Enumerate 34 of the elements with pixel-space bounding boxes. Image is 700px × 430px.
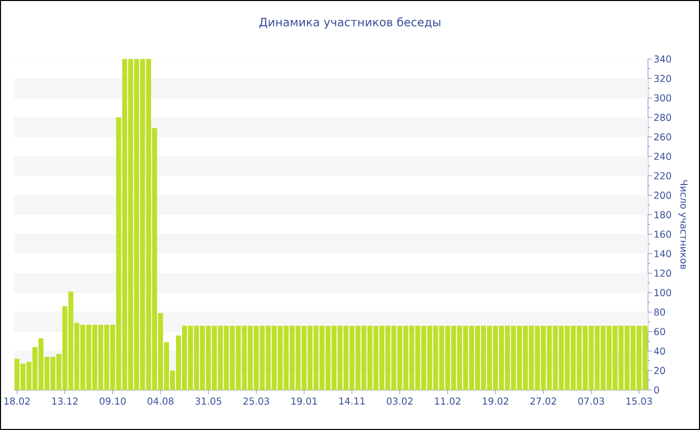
y-tick-label: 20 <box>654 366 665 374</box>
x-tick-label: 07.03 <box>578 398 604 405</box>
y-tick-label: 180 <box>654 211 672 218</box>
y-tick-label: 300 <box>654 94 672 102</box>
x-tick-label: 25.03 <box>243 398 270 405</box>
x-tick-label: 27.02 <box>530 398 556 405</box>
x-tick-label: 15.03 <box>626 398 652 405</box>
y-tick-label: 280 <box>654 114 672 121</box>
y-tick-label: 240 <box>654 152 672 160</box>
y-tick-label: 80 <box>654 308 665 316</box>
x-tick-label: 04.08 <box>148 398 174 405</box>
x-tick-label: 19.02 <box>482 398 508 405</box>
x-tick-label: 18.02 <box>4 398 30 405</box>
y-tick-label: 120 <box>654 270 672 277</box>
y-tick-label: 0 <box>654 386 659 394</box>
x-tick-label: 03.02 <box>386 398 412 405</box>
x-tick-label: 31.05 <box>196 398 222 405</box>
y-tick-label: 320 <box>654 74 672 82</box>
y-tick-label: 340 <box>654 55 672 63</box>
x-tick-label: 13.12 <box>52 398 78 405</box>
y-tick-label: 260 <box>654 133 672 140</box>
x-tick-label: 19.01 <box>292 398 317 405</box>
y-tick-label: 40 <box>654 347 665 355</box>
y-axis-title: Число участников <box>678 180 688 270</box>
y-tick-label: 200 <box>654 192 672 199</box>
y-tick-label: 100 <box>654 289 672 296</box>
x-tick-label: 11.02 <box>435 398 460 405</box>
x-tick-label: 09.10 <box>100 398 126 405</box>
chart-title: Динамика участников беседы <box>259 17 440 29</box>
y-tick-label: 140 <box>654 250 672 258</box>
y-tick-label: 160 <box>654 230 672 238</box>
y-tick-label: 220 <box>654 172 672 180</box>
y-tick-label: 60 <box>654 328 665 336</box>
x-tick-label: 14.11 <box>339 398 365 404</box>
